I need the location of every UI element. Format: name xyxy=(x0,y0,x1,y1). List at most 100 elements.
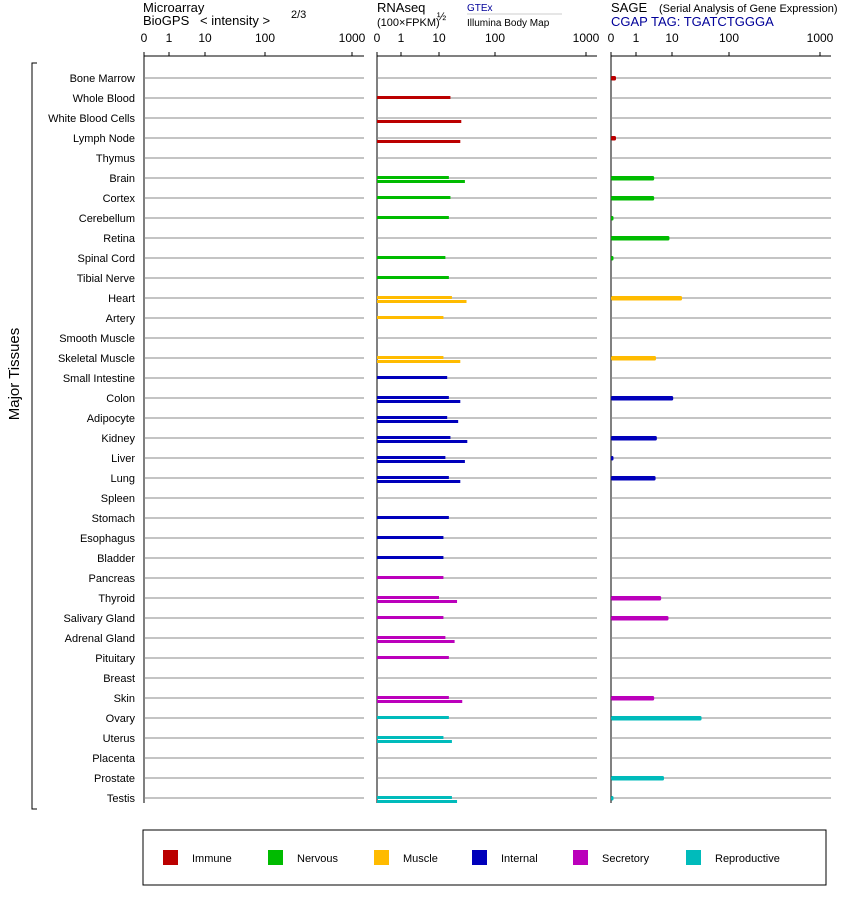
sage-bar xyxy=(611,296,683,301)
rnaseq-gtex-bar xyxy=(377,596,439,599)
legend-swatch-muscle xyxy=(374,850,389,865)
sage-bar xyxy=(611,476,656,481)
sage-bar xyxy=(611,356,657,361)
rnaseq-gtex-bar xyxy=(377,416,448,419)
rnaseq-gtex-bar xyxy=(377,636,446,639)
tissue-label: Bone Marrow xyxy=(70,73,135,85)
sage-tick-label: 0 xyxy=(608,31,615,45)
rnaseq-ibm-bar xyxy=(377,640,455,643)
tissue-label: Esophagus xyxy=(80,533,136,545)
rnaseq-source-ibm: Illumina Body Map xyxy=(467,18,550,29)
rnaseq-ibm-bar xyxy=(377,180,465,183)
rnaseq-gtex-bar xyxy=(377,216,449,219)
rnaseq-subtitle: (100×FPKM) xyxy=(377,17,440,29)
sage-tick-label: 10 xyxy=(665,31,679,45)
tissue-label: White Blood Cells xyxy=(48,113,135,125)
rnaseq-gtex-bar xyxy=(377,796,452,799)
rnaseq-gtex-bar xyxy=(377,716,449,719)
microarray-tick-label: 1000 xyxy=(339,31,366,45)
microarray-subtitle: < intensity > xyxy=(200,13,270,28)
rnaseq-ibm-bar xyxy=(377,420,459,423)
rnaseq-ibm-bar xyxy=(377,460,465,463)
rnaseq-gtex-bar xyxy=(377,376,448,379)
legend-label-internal: Internal xyxy=(501,853,538,865)
microarray-tick-label: 10 xyxy=(198,31,212,45)
tissue-label: Smooth Muscle xyxy=(59,333,135,345)
rnaseq-gtex-bar xyxy=(377,516,449,519)
tissue-label: Cerebellum xyxy=(79,213,135,225)
tissue-label: Pancreas xyxy=(89,573,136,585)
y-axis-title: Major Tissues xyxy=(6,328,23,421)
tissue-label: Testis xyxy=(107,793,136,805)
legend-label-nervous: Nervous xyxy=(297,853,338,865)
sage-bar xyxy=(611,436,657,441)
rnaseq-gtex-bar xyxy=(377,736,444,739)
sage-subtitle: (Serial Analysis of Gene Expression) xyxy=(659,3,838,15)
rnaseq-gtex-bar xyxy=(377,656,449,659)
rnaseq-gtex-bar xyxy=(377,556,444,559)
legend-swatch-reproductive xyxy=(686,850,701,865)
legend-box xyxy=(142,829,827,886)
rnaseq-tick-label: 0 xyxy=(374,31,381,45)
microarray-tick-label: 0 xyxy=(141,31,148,45)
sage-bar xyxy=(611,616,669,621)
sage-bar xyxy=(611,256,614,261)
tissue-label: Colon xyxy=(106,393,135,405)
rnaseq-source-gtex: GTEx xyxy=(467,3,493,14)
sage-tick-label: 100 xyxy=(719,31,739,45)
tissue-label: Lymph Node xyxy=(73,133,135,145)
tissue-label: Heart xyxy=(108,293,135,305)
sage-tag-label: CGAP TAG: TGATCTGGGA xyxy=(611,14,774,29)
legend-swatch-nervous xyxy=(268,850,283,865)
tissue-label: Lung xyxy=(111,473,135,485)
rnaseq-ibm-bar xyxy=(377,600,458,603)
sage-bar xyxy=(611,76,616,81)
sage-bar xyxy=(611,456,614,461)
legend-label-muscle: Muscle xyxy=(403,853,438,865)
tissue-label: Uterus xyxy=(103,733,136,745)
rnaseq-gtex-bar xyxy=(377,476,449,479)
tissue-label: Pituitary xyxy=(95,653,135,665)
legend-label-secretory: Secretory xyxy=(602,853,650,865)
rnaseq-tick-label: 100 xyxy=(485,31,505,45)
rnaseq-gtex-bar xyxy=(377,396,449,399)
rnaseq-gtex-bar xyxy=(377,576,444,579)
rows-layer: Bone Marrow Whole Blood White Blood Cells L… xyxy=(48,73,831,805)
tissue-label: Whole Blood xyxy=(73,93,135,105)
sage-bar xyxy=(611,196,655,201)
legend-label-reproductive: Reproductive xyxy=(715,853,780,865)
rnaseq-gtex-bar xyxy=(377,176,449,179)
tissue-label: Kidney xyxy=(101,433,135,445)
tissue-label: Spleen xyxy=(101,493,135,505)
tissue-label: Breast xyxy=(103,673,135,685)
tissue-label: Artery xyxy=(106,313,136,325)
sage-bar xyxy=(611,596,662,601)
rnaseq-ibm-bar xyxy=(377,300,467,303)
sage-title: SAGE xyxy=(611,0,647,15)
rnaseq-tick-label: 10 xyxy=(432,31,446,45)
rnaseq-gtex-bar xyxy=(377,616,444,619)
tissue-label: Spinal Cord xyxy=(78,253,135,265)
sage-bar xyxy=(611,236,670,241)
tissue-label: Skin xyxy=(114,693,135,705)
tissue-label: Prostate xyxy=(94,773,135,785)
rnaseq-gtex-bar xyxy=(377,356,444,359)
legend-swatch-internal xyxy=(472,850,487,865)
tissue-label: Placenta xyxy=(92,753,136,765)
rnaseq-gtex-bar xyxy=(377,456,446,459)
rnaseq-ibm-bar xyxy=(377,140,461,143)
sage-bar xyxy=(611,796,614,801)
rnaseq-ibm-bar xyxy=(377,360,461,363)
sage-bar xyxy=(611,696,655,701)
sage-bar xyxy=(611,396,674,401)
tissue-label: Skeletal Muscle xyxy=(58,353,135,365)
legend-layer: Immune Nervous Muscle Internal Secretory Repr… xyxy=(163,850,780,865)
rnaseq-gtex-bar xyxy=(377,296,452,299)
tissue-label: Ovary xyxy=(106,713,136,725)
tissue-label: Bladder xyxy=(97,553,135,565)
rnaseq-ibm-bar xyxy=(377,120,462,123)
tissue-label: Adrenal Gland xyxy=(65,633,135,645)
sage-bar xyxy=(611,776,665,781)
microarray-title-2: BioGPS xyxy=(143,13,190,28)
